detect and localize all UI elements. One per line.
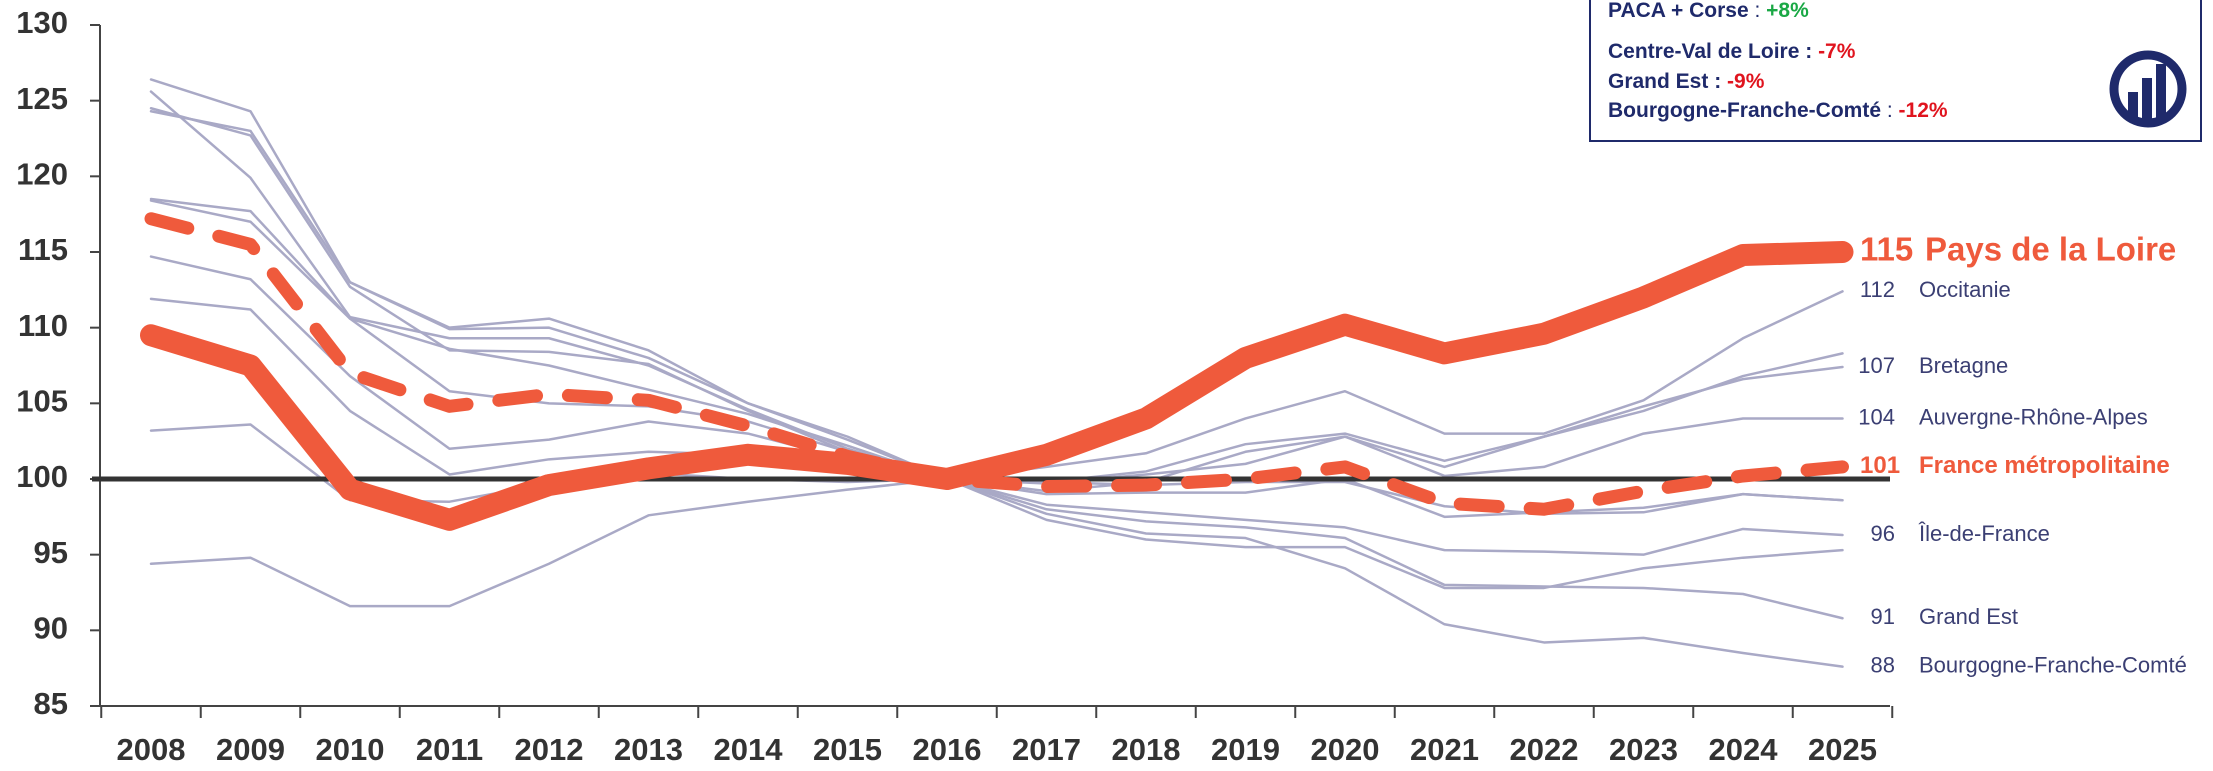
y-tick-label: 115 — [18, 232, 68, 267]
region-line — [149, 199, 1844, 485]
x-tick-label: 2010 — [316, 732, 385, 767]
logo — [2109, 50, 2187, 128]
end-name-label: Occitanie — [1919, 277, 2011, 302]
end-value-label: 112 — [1860, 277, 1895, 302]
annotation: Bourgogne-Franche-Comté : -12% — [1608, 99, 1948, 122]
y-tick-label: 95 — [34, 535, 68, 570]
annotation-change: -7% — [1818, 40, 1856, 63]
y-tick-label: 120 — [16, 157, 68, 192]
annotation-box — [1589, 0, 2202, 142]
x-tick-label: 2018 — [1112, 732, 1181, 767]
end-value-label: 91 — [1871, 604, 1895, 629]
annotation-sep: : — [1749, 0, 1767, 22]
x-tick-label: 2012 — [515, 732, 584, 767]
annotation-sep: : — [1881, 99, 1899, 122]
x-tick-label: 2015 — [813, 732, 882, 767]
y-tick-label: 130 — [16, 5, 68, 40]
region-line — [149, 423, 1844, 556]
y-tick-label: 100 — [16, 459, 68, 494]
annotation-region: Bourgogne-Franche-Comté — [1608, 99, 1881, 122]
end-value-label: 96 — [1871, 521, 1895, 546]
y-tick-label: 105 — [16, 384, 68, 419]
annotation-region: Centre-Val de Loire : — [1608, 40, 1818, 63]
annotation-change: -12% — [1899, 99, 1948, 122]
end-name-label: Grand Est — [1919, 604, 2018, 629]
x-tick-label: 2019 — [1211, 732, 1280, 767]
annotation-change: -9% — [1727, 70, 1765, 93]
highlight-line — [140, 241, 1854, 531]
x-tick-label: 2011 — [416, 732, 483, 767]
end-name-label: Pays de la Loire — [1925, 231, 2176, 268]
end-name-label: Auvergne-Rhône-Alpes — [1919, 404, 2148, 429]
end-value-label: 101 — [1860, 452, 1900, 479]
x-tick-label: 2009 — [216, 732, 285, 767]
end-value-label: 115 — [1860, 231, 1913, 268]
annotation-change: +8% — [1766, 0, 1809, 22]
annotation: Grand Est : -9% — [1608, 70, 1765, 93]
annotation: PACA + Corse : +8% — [1608, 0, 1809, 22]
x-tick-label: 2014 — [714, 732, 784, 767]
end-name-label: Bourgogne-Franche-Comté — [1919, 652, 2187, 677]
y-tick-label: 110 — [18, 308, 68, 343]
annotation-region: Grand Est : — [1608, 70, 1727, 93]
region-line — [149, 106, 1844, 620]
highlight-line — [144, 212, 1849, 516]
y-tick-label: 85 — [34, 686, 68, 721]
end-value-label: 88 — [1871, 652, 1895, 677]
annotation: Centre-Val de Loire : -7% — [1608, 40, 1856, 63]
end-value-label: 104 — [1858, 404, 1895, 429]
end-name-label: Île-de-France — [1918, 521, 2050, 546]
x-tick-label: 2020 — [1311, 732, 1380, 767]
x-tick-label: 2022 — [1510, 732, 1579, 767]
x-tick-label: 2017 — [1012, 732, 1081, 767]
end-name-label: Bretagne — [1919, 353, 2008, 378]
y-tick-label: 90 — [34, 611, 68, 646]
region-line — [149, 110, 1844, 493]
region-line — [149, 477, 1844, 668]
annotation-region: PACA + Corse — [1608, 0, 1749, 22]
x-tick-label: 2025 — [1808, 732, 1877, 767]
region-line — [149, 255, 1844, 484]
x-tick-label: 2021 — [1410, 732, 1479, 767]
x-tick-label: 2023 — [1609, 732, 1678, 767]
x-tick-label: 2013 — [614, 732, 683, 767]
end-value-label: 107 — [1858, 353, 1895, 378]
x-tick-label: 2008 — [117, 732, 186, 767]
end-name-label: France métropolitaine — [1919, 452, 2170, 479]
x-tick-label: 2024 — [1709, 732, 1779, 767]
x-tick-label: 2016 — [913, 732, 982, 767]
y-tick-label: 125 — [16, 81, 68, 116]
